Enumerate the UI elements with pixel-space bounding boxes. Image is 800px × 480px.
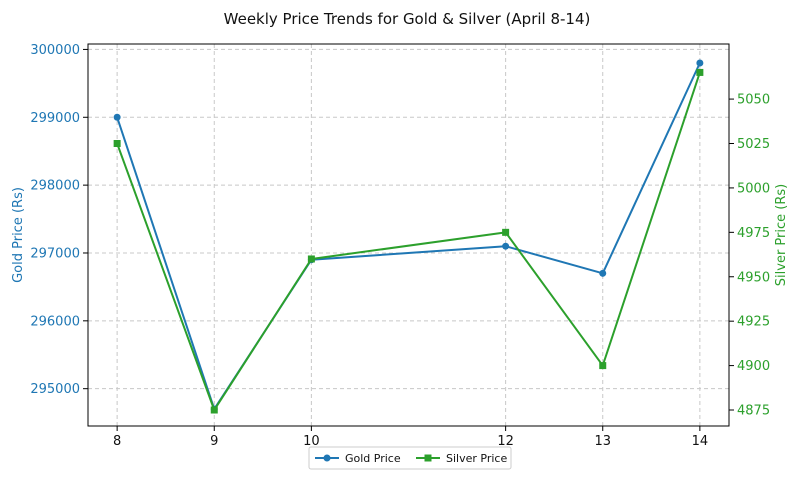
x-tick-label-2: 10 (303, 434, 320, 449)
right-tick-label-6: 5025 (737, 137, 770, 152)
plot-area-frame (87, 43, 730, 427)
legend-gold-marker (323, 454, 331, 462)
right-tick-label-5: 5000 (737, 181, 770, 196)
left-tick-label-3: 298000 (30, 179, 80, 194)
legend: Gold Price Silver Price (308, 446, 512, 470)
left-tick-label-4: 299000 (30, 111, 80, 126)
silver-price-point-1 (210, 406, 218, 414)
right-tick-label-0: 4875 (737, 404, 770, 419)
left-y-axis: 295000 296000 297000 298000 299000 300000 (30, 43, 88, 397)
left-tick-label-0: 295000 (30, 382, 80, 397)
left-axis-label: Gold Price (Rs) (11, 187, 26, 283)
silver-price-line (116, 72, 701, 412)
right-tick-label-4: 4975 (737, 226, 770, 241)
legend-silver-label: Silver Price (446, 452, 507, 465)
gold-price-line (116, 62, 701, 411)
chart-title: Weekly Price Trends for Gold & Silver (A… (224, 10, 591, 28)
right-tick-label-3: 4950 (737, 270, 770, 285)
right-y-axis: 4875 4900 4925 4950 4975 5000 5025 5050 (729, 93, 770, 419)
silver-price-point-4 (599, 362, 607, 370)
right-axis-label: Silver Price (Rs) (774, 184, 789, 286)
legend-box (308, 446, 512, 470)
right-tick-label-1: 4900 (737, 359, 770, 374)
silver-price-point-3 (502, 228, 510, 236)
x-tick-label-5: 14 (692, 434, 709, 449)
x-tick-label-1: 9 (210, 434, 218, 449)
right-tick-label-7: 5050 (737, 93, 770, 108)
legend-gold-label: Gold Price (345, 452, 401, 465)
silver-price-point-2 (307, 255, 315, 263)
right-tick-label-2: 4925 (737, 315, 770, 330)
series (113, 59, 704, 414)
silver-price-point-0 (113, 139, 121, 147)
left-tick-label-5: 300000 (30, 43, 80, 58)
grid (88, 44, 729, 426)
gold-price-point-3 (502, 242, 510, 250)
left-tick-label-1: 296000 (30, 314, 80, 329)
x-axis: 8 9 10 12 13 14 (113, 426, 708, 449)
gold-price-point-5 (696, 59, 704, 67)
x-tick-label-0: 8 (113, 434, 121, 449)
gold-price-point-4 (599, 269, 607, 277)
x-tick-label-4: 13 (594, 434, 611, 449)
gold-price-point-0 (113, 113, 121, 121)
legend-silver-marker (424, 454, 432, 462)
silver-price-point-5 (696, 68, 704, 76)
left-tick-label-2: 297000 (30, 246, 80, 261)
x-tick-label-3: 12 (497, 434, 514, 449)
